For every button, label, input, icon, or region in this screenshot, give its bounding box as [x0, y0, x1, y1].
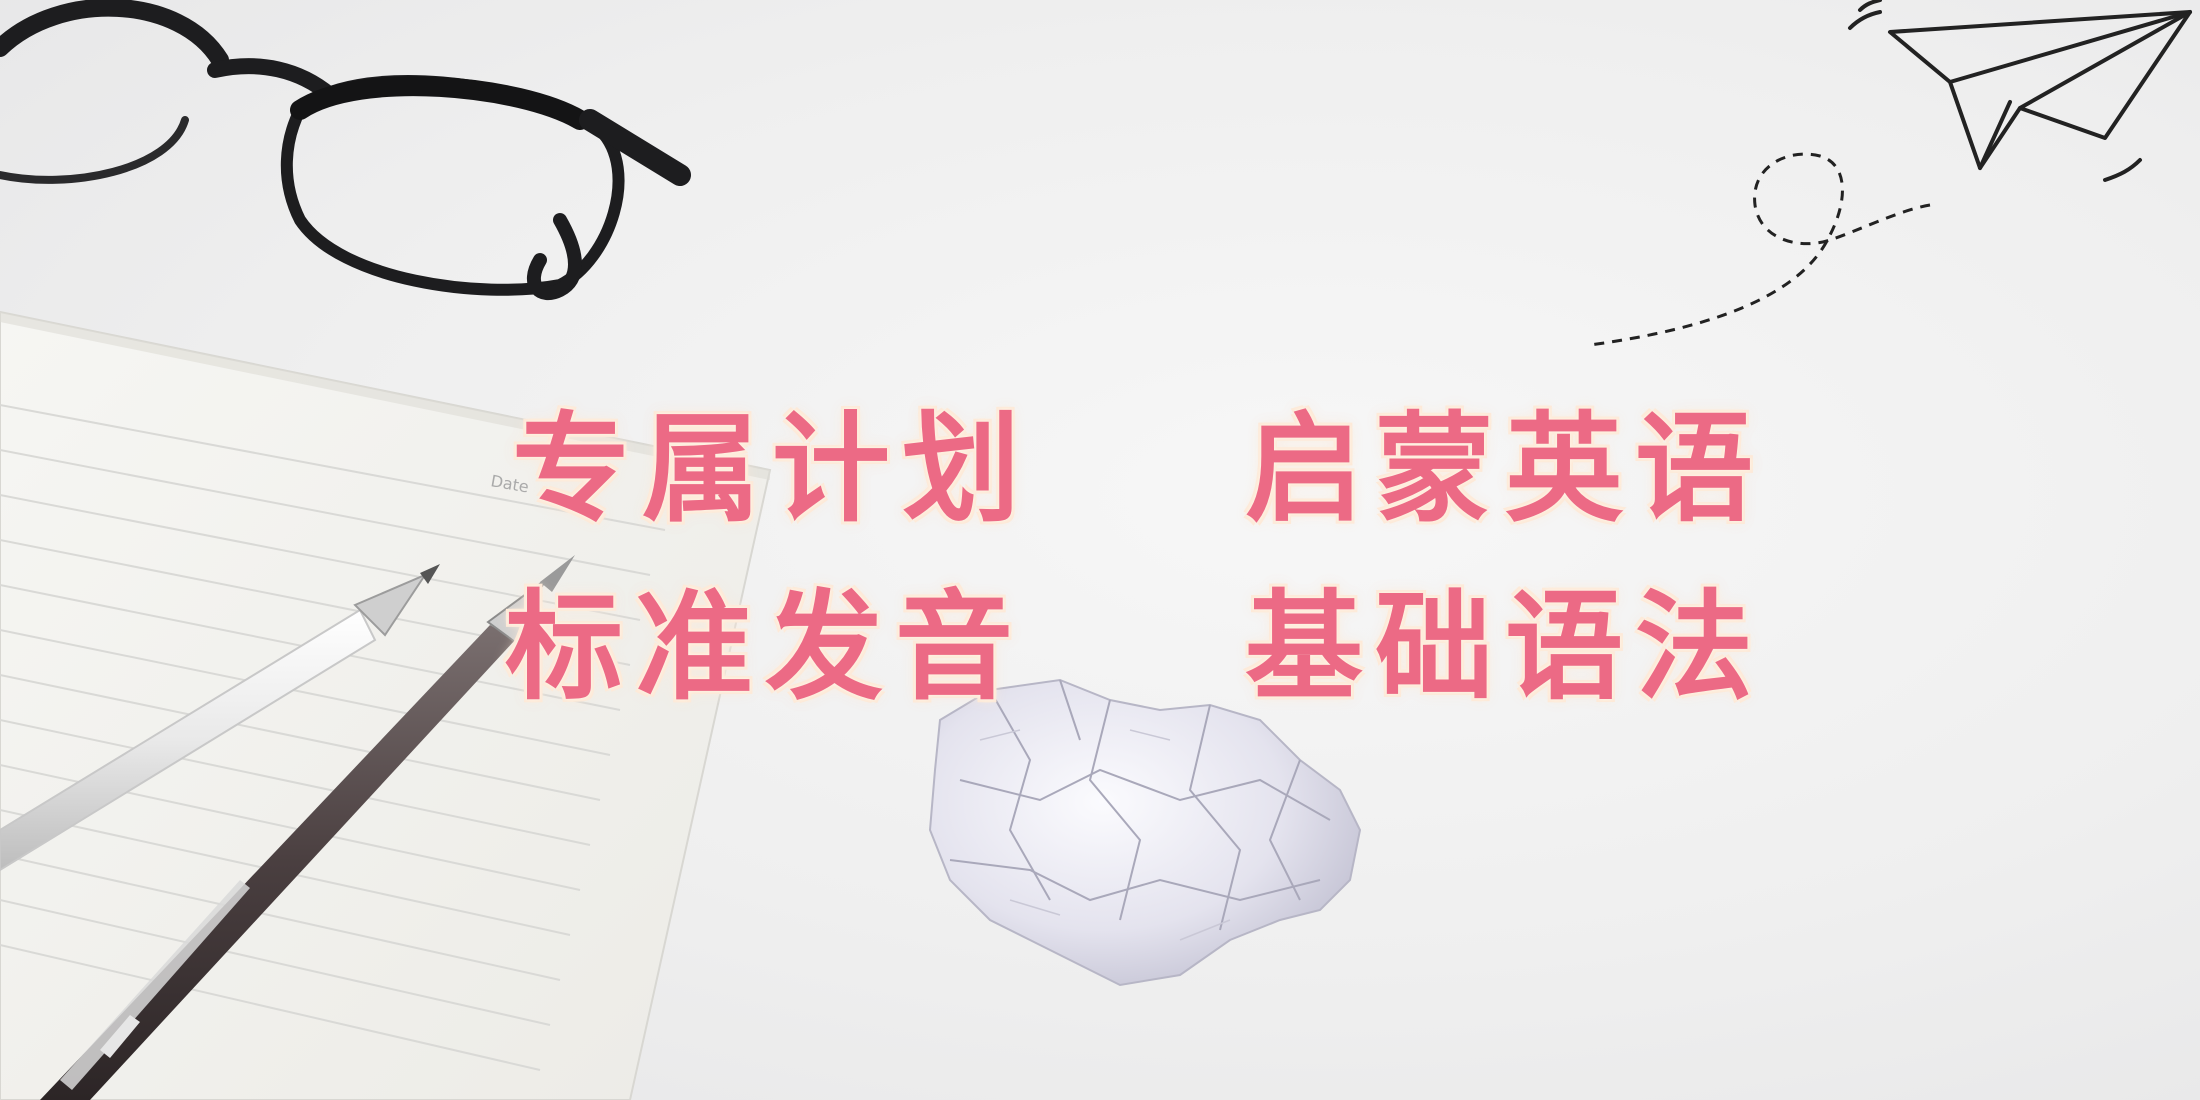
dashed-flight-path: [1589, 152, 1931, 347]
crumpled-paper: [928, 678, 1362, 987]
tagline-standard-pronunciation: 标准发音: [505, 578, 1026, 716]
tagline-exclusive-plan: 专属计划: [512, 400, 1033, 538]
white-pen: [0, 564, 440, 872]
tagline-enlightenment-english: 启蒙英语: [1245, 400, 1766, 538]
dark-pen: [40, 555, 575, 1100]
paper-plane-icon: [1848, 0, 2192, 182]
eyeglasses: [0, 0, 691, 301]
tagline-basic-grammar: 基础语法: [1245, 578, 1766, 716]
